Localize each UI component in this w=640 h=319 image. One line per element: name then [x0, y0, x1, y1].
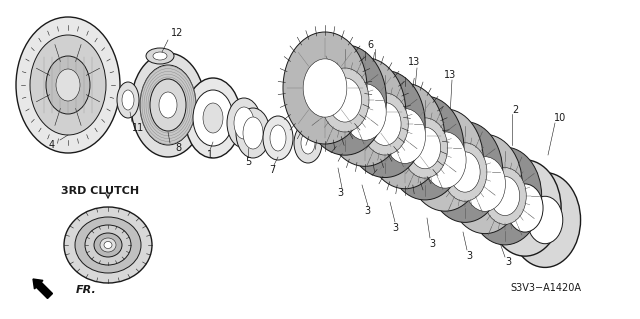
Text: 6: 6	[319, 58, 325, 68]
Ellipse shape	[270, 125, 286, 151]
Ellipse shape	[443, 143, 487, 201]
Text: 3: 3	[364, 206, 370, 216]
Ellipse shape	[46, 56, 90, 114]
Text: 3: 3	[466, 251, 472, 261]
Ellipse shape	[324, 58, 406, 166]
Text: 3: 3	[337, 188, 343, 198]
Ellipse shape	[448, 134, 522, 234]
Ellipse shape	[56, 69, 80, 101]
Ellipse shape	[243, 117, 263, 149]
Text: 2: 2	[512, 105, 518, 115]
Ellipse shape	[301, 132, 315, 154]
Ellipse shape	[30, 35, 106, 135]
Ellipse shape	[489, 160, 561, 256]
Text: 5: 5	[245, 157, 251, 167]
Ellipse shape	[64, 207, 152, 283]
Ellipse shape	[85, 225, 131, 265]
Ellipse shape	[428, 122, 503, 222]
Ellipse shape	[131, 53, 205, 157]
Text: 11: 11	[132, 123, 144, 133]
Ellipse shape	[490, 176, 520, 216]
Text: 1: 1	[207, 150, 213, 160]
Ellipse shape	[263, 116, 293, 160]
Ellipse shape	[468, 147, 541, 245]
Ellipse shape	[386, 96, 464, 200]
Ellipse shape	[303, 59, 347, 117]
Ellipse shape	[410, 127, 440, 169]
Ellipse shape	[424, 132, 466, 188]
Ellipse shape	[153, 52, 167, 60]
Ellipse shape	[303, 45, 387, 155]
Ellipse shape	[507, 184, 543, 232]
Ellipse shape	[406, 109, 483, 211]
Text: 8: 8	[175, 143, 181, 153]
Ellipse shape	[321, 68, 369, 132]
Text: 4: 4	[49, 140, 55, 150]
Ellipse shape	[185, 78, 241, 158]
Ellipse shape	[365, 83, 445, 189]
Ellipse shape	[465, 157, 506, 211]
Text: 13: 13	[408, 57, 420, 67]
Ellipse shape	[75, 217, 141, 273]
Ellipse shape	[450, 152, 480, 192]
Ellipse shape	[140, 65, 196, 145]
Text: 7: 7	[269, 165, 275, 175]
Ellipse shape	[403, 118, 447, 178]
Ellipse shape	[16, 17, 120, 153]
Text: 10: 10	[554, 113, 566, 123]
Text: 3RD CLUTCH: 3RD CLUTCH	[61, 186, 139, 196]
Ellipse shape	[146, 48, 174, 64]
Text: 6: 6	[342, 48, 348, 58]
Ellipse shape	[362, 93, 408, 155]
Ellipse shape	[117, 82, 139, 118]
Text: FR.: FR.	[76, 285, 97, 295]
Ellipse shape	[345, 70, 425, 177]
Text: 6: 6	[367, 40, 373, 50]
Ellipse shape	[294, 123, 322, 163]
Ellipse shape	[509, 173, 580, 267]
Text: 3: 3	[505, 257, 511, 267]
Ellipse shape	[104, 241, 112, 249]
Ellipse shape	[484, 168, 526, 224]
Ellipse shape	[236, 108, 270, 158]
Ellipse shape	[344, 84, 386, 140]
Text: 12: 12	[171, 28, 183, 38]
Ellipse shape	[159, 92, 177, 118]
Text: 3: 3	[392, 223, 398, 233]
Text: S3V3−A1420A: S3V3−A1420A	[510, 283, 581, 293]
Ellipse shape	[122, 90, 134, 110]
Ellipse shape	[227, 98, 261, 148]
Ellipse shape	[234, 107, 254, 139]
Ellipse shape	[283, 32, 367, 144]
Text: 13: 13	[444, 70, 456, 80]
Ellipse shape	[328, 78, 362, 122]
Ellipse shape	[193, 90, 233, 146]
Text: 3: 3	[429, 239, 435, 249]
Ellipse shape	[203, 103, 223, 133]
Ellipse shape	[385, 108, 426, 163]
Ellipse shape	[369, 103, 401, 145]
Ellipse shape	[527, 196, 563, 244]
FancyArrow shape	[33, 279, 52, 299]
Text: 9: 9	[322, 113, 328, 123]
Ellipse shape	[94, 233, 122, 257]
Ellipse shape	[150, 79, 186, 131]
Ellipse shape	[100, 238, 116, 252]
